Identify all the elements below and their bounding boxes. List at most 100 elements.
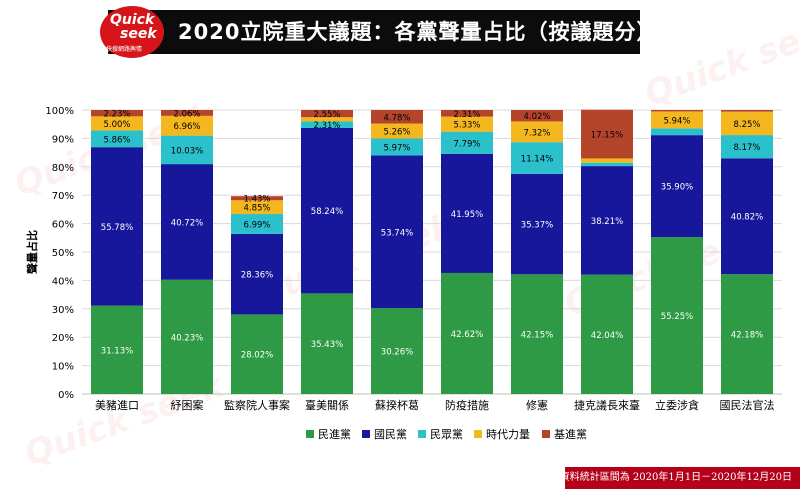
data-label: 4.85% xyxy=(243,204,270,214)
quickseek-logo: Quick seek 快搜網路輿情 xyxy=(100,6,164,58)
bar-segment xyxy=(721,111,773,136)
y-tick-label: 80% xyxy=(52,163,74,174)
bar-segment xyxy=(231,233,283,315)
data-label: 35.90% xyxy=(661,183,693,193)
bar-segment xyxy=(301,121,353,128)
data-label: 2.23% xyxy=(103,110,130,120)
data-label: 5.97% xyxy=(383,143,410,153)
data-label: 5.94% xyxy=(663,116,690,126)
x-category-label: 國民法官法 xyxy=(720,398,775,412)
x-category-label: 蘇揆杯葛 xyxy=(375,398,419,412)
bar-segment xyxy=(301,293,353,394)
legend-swatch xyxy=(474,430,482,438)
bar-segment xyxy=(91,110,143,117)
y-tick-label: 70% xyxy=(52,191,74,202)
date-range-note: 資料統計區間為 2020年1月1日－2020年12月20日 xyxy=(559,472,792,483)
bar-segment xyxy=(441,153,493,273)
legend-swatch xyxy=(306,430,314,438)
logo-word-quick: Quick xyxy=(110,12,155,28)
y-tick-label: 90% xyxy=(52,134,74,145)
data-label: 55.25% xyxy=(661,312,693,322)
data-label: 1.43% xyxy=(243,195,270,205)
bar-segment xyxy=(91,116,143,131)
bar-segment xyxy=(721,158,773,275)
data-label: 28.02% xyxy=(241,351,273,361)
bar-segment xyxy=(91,305,143,394)
data-label: 4.78% xyxy=(383,113,410,123)
data-label: 42.18% xyxy=(731,331,763,341)
bar-segment xyxy=(301,109,353,118)
data-label: 4.02% xyxy=(523,112,550,122)
bar-segment xyxy=(511,142,563,174)
data-label: 6.99% xyxy=(243,220,270,230)
data-label: 5.86% xyxy=(103,135,130,145)
bar-segment xyxy=(651,111,703,129)
bar-segment xyxy=(581,158,633,163)
bar-segment xyxy=(161,110,213,116)
data-label: 42.15% xyxy=(521,331,553,341)
data-label: 5.00% xyxy=(103,120,130,130)
bar-segment xyxy=(581,166,633,275)
y-tick-label: 100% xyxy=(45,106,74,117)
bar-segment xyxy=(511,121,563,143)
data-label: 53.74% xyxy=(381,228,413,238)
bar-segment xyxy=(371,123,423,139)
bar-segment xyxy=(371,109,423,124)
data-label: 2.31% xyxy=(313,121,340,131)
bar-segment xyxy=(161,115,213,136)
data-label: 58.24% xyxy=(311,207,343,217)
data-label: 55.78% xyxy=(101,223,133,233)
data-label: 17.15% xyxy=(591,131,623,141)
data-label: 41.95% xyxy=(451,210,483,220)
y-tick-label: 20% xyxy=(52,333,74,344)
bar-segment xyxy=(371,308,423,394)
legend-label: 民進黨 xyxy=(318,427,351,441)
x-category-label: 臺美關係 xyxy=(305,398,349,412)
y-tick-label: 10% xyxy=(52,362,74,373)
date-range-footer: 資料統計區間為 2020年1月1日－2020年12月20日 xyxy=(560,467,800,489)
bar-segment xyxy=(231,314,283,394)
data-label: 2.31% xyxy=(453,110,480,120)
data-label: 35.43% xyxy=(311,340,343,350)
logo-tagline: 快搜網路輿情 xyxy=(106,46,143,53)
legend-swatch xyxy=(362,430,370,438)
bar-segment xyxy=(301,117,353,122)
data-label: 30.26% xyxy=(381,348,413,358)
y-tick-label: 50% xyxy=(52,248,74,259)
legend-swatch xyxy=(542,430,550,438)
data-label: 31.13% xyxy=(101,346,133,356)
chart-title-bar: 2020立院重大議題：各黨聲量占比（按議題分） xyxy=(108,10,657,54)
x-category-label: 監察院人事案 xyxy=(224,398,290,412)
bar-segment xyxy=(231,214,283,234)
x-category-label: 紓困案 xyxy=(171,398,204,412)
bar-segment xyxy=(651,237,703,394)
x-category-label: 立委涉貪 xyxy=(655,398,699,412)
data-label: 2.06% xyxy=(173,109,200,119)
legend-label: 基進黨 xyxy=(554,427,587,441)
data-label: 5.26% xyxy=(383,128,410,138)
x-category-label: 防疫措施 xyxy=(445,398,489,412)
bar-segment xyxy=(511,274,563,394)
legend-label: 國民黨 xyxy=(374,427,407,441)
bar-segment xyxy=(161,164,213,280)
bar-segment xyxy=(581,274,633,394)
bar-segment xyxy=(441,116,493,132)
bar-segment xyxy=(581,162,633,167)
y-tick-label: 0% xyxy=(58,390,74,401)
bar-segment xyxy=(301,127,353,294)
x-category-label: 修憲 xyxy=(526,398,548,412)
data-label: 42.62% xyxy=(451,330,483,340)
bar-segment xyxy=(441,272,493,394)
bar-segment xyxy=(371,138,423,156)
bar-segment xyxy=(91,130,143,148)
data-label: 35.37% xyxy=(521,221,553,231)
data-label: 8.17% xyxy=(733,143,760,153)
y-tick-label: 30% xyxy=(52,305,74,316)
legend-swatch xyxy=(418,430,426,438)
data-label: 7.32% xyxy=(523,128,550,138)
bar-segment xyxy=(721,135,773,159)
legend-label: 時代力量 xyxy=(486,428,530,441)
bar-segment xyxy=(511,110,563,122)
chart-title: 2020立院重大議題：各黨聲量占比（按議題分） xyxy=(178,20,659,44)
